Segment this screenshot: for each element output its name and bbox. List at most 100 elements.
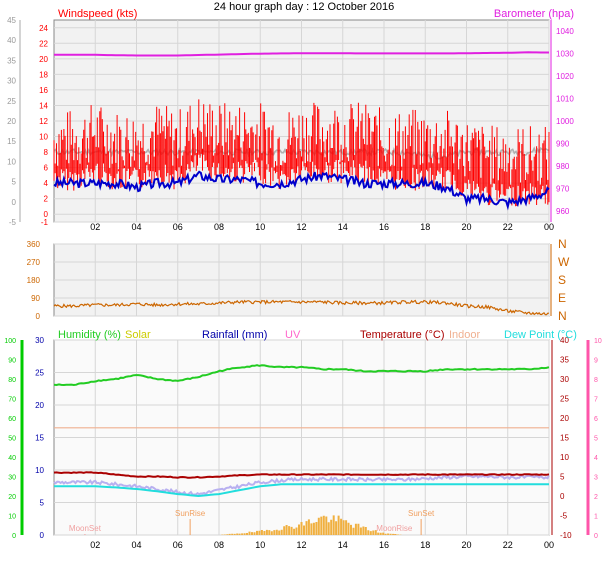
humidity-tick-label: 50 [8,436,16,443]
temperature-tick-label: 0 [560,492,565,501]
temperature-tick-label: -10 [560,531,572,540]
x-tick-label: 16 [379,222,389,232]
temperature-tick-label: -5 [560,512,568,521]
x-tick-label: 00 [544,540,554,550]
x-tick-label: 18 [420,540,430,550]
uv-tick-label: 2 [594,494,598,501]
rain-tick-label: 30 [35,336,44,345]
direction-tick-label: 360 [27,240,41,249]
outer-tick-label: 25 [7,97,16,106]
event-label: MoonSet [69,524,102,533]
wind-tick-label: 16 [39,86,48,95]
rain-tick-label: 25 [35,369,44,378]
legend-entry: Dew Point (°C) [504,329,577,341]
x-tick-label: 02 [90,540,100,550]
event-label: SunRise [175,509,206,518]
x-tick-label: 04 [131,540,141,550]
baro-tick-label: 1010 [556,95,574,104]
outer-tick-label: 20 [7,117,16,126]
baro-tick-label: 1030 [556,50,574,59]
wind-tick-label: 8 [44,148,49,157]
outer-tick-label: 5 [12,178,17,187]
x-tick-label: 12 [296,222,306,232]
humidity-series [53,364,550,387]
x-tick-label: 14 [338,540,348,550]
uv-tick-label: 7 [594,397,598,404]
legend-entry: Indoor [449,329,481,341]
rain-tick-label: 0 [40,531,45,540]
x-tick-label: 14 [338,222,348,232]
humidity-tick-label: 60 [8,416,16,423]
direction-tick-label: 90 [31,294,40,303]
temperature-tick-label: 30 [560,375,569,384]
x-tick-label: 18 [420,222,430,232]
x-tick-label: 22 [503,540,513,550]
uv-tick-label: 10 [594,338,602,345]
wind-tick-label: 24 [39,24,48,33]
outer-tick-label: 35 [7,56,16,65]
temperature-series [53,471,550,479]
temperature-tick-label: 5 [560,473,565,482]
humidity-tick-label: 0 [12,533,16,540]
temperature-tick-label: 40 [560,336,569,345]
solar-series [221,515,402,535]
baro-tick-label: 1000 [556,117,574,126]
x-tick-label: 08 [214,540,224,550]
uv-tick-label: 0 [594,533,598,540]
x-tick-label: 16 [379,540,389,550]
humidity-tick-label: 40 [8,455,16,462]
x-tick-label: 04 [131,222,141,232]
temperature-tick-label: 20 [560,414,569,423]
baro-tick-label: 990 [556,139,570,148]
baro-tick-label: 960 [556,207,570,216]
x-tick-label: 06 [173,222,183,232]
compass-label: W [558,255,570,269]
temperature-tick-label: 15 [560,434,569,443]
x-tick-label: 02 [90,222,100,232]
graph-title: 24 hour graph day : 12 October 2016 [214,1,394,13]
temperature-tick-label: 35 [560,356,569,365]
compass-label: N [558,309,567,323]
wind-tick-label: 0 [44,210,49,219]
outer-tick-label: 40 [7,36,16,45]
uv-tick-label: 4 [594,455,598,462]
temperature-tick-label: 25 [560,395,569,404]
uv-tick-label: 3 [594,475,598,482]
wind-tick-label: 12 [39,117,48,126]
wind-axis-label: Windspeed (kts) [58,8,137,20]
x-tick-label: 12 [296,540,306,550]
wind-tick-label: 10 [39,133,48,142]
baro-tick-label: 980 [556,162,570,171]
compass-label: S [558,273,566,287]
wind-tick-label: 22 [39,39,48,48]
compass-label: E [558,291,566,305]
legend-entry: Solar [125,329,151,341]
baro-tick-label: 1020 [556,72,574,81]
wind-panel: 02 04 06 08 10 12 14 16 18 20 22 00-102468101214161… [7,8,574,232]
wind-gust-series [53,99,550,207]
outer-tick-label: 30 [7,77,16,86]
humidity-tick-label: 80 [8,377,16,384]
x-tick-label: 20 [461,222,471,232]
compass-label: N [558,237,567,251]
uv-tick-label: 9 [594,358,598,365]
baro-tick-label: 970 [556,184,570,193]
x-tick-label: 06 [173,540,183,550]
baro-tick-label: 1040 [556,27,574,36]
x-tick-label: 00 [544,222,554,232]
temperature-tick-label: 10 [560,453,569,462]
humidity-tick-label: 70 [8,397,16,404]
outer-tick-label: 10 [7,157,16,166]
direction-tick-label: 180 [27,276,41,285]
rain-tick-label: 5 [40,499,45,508]
outer-tick-label: -5 [9,218,17,227]
wind-direction-series [53,299,549,316]
direction-tick-label: 0 [36,312,41,321]
wind-tick-label: 18 [39,70,48,79]
humidity-tick-label: 30 [8,475,16,482]
humidity-tick-label: 10 [8,514,16,521]
uv-tick-label: 5 [594,436,598,443]
x-tick-label: 10 [255,540,265,550]
